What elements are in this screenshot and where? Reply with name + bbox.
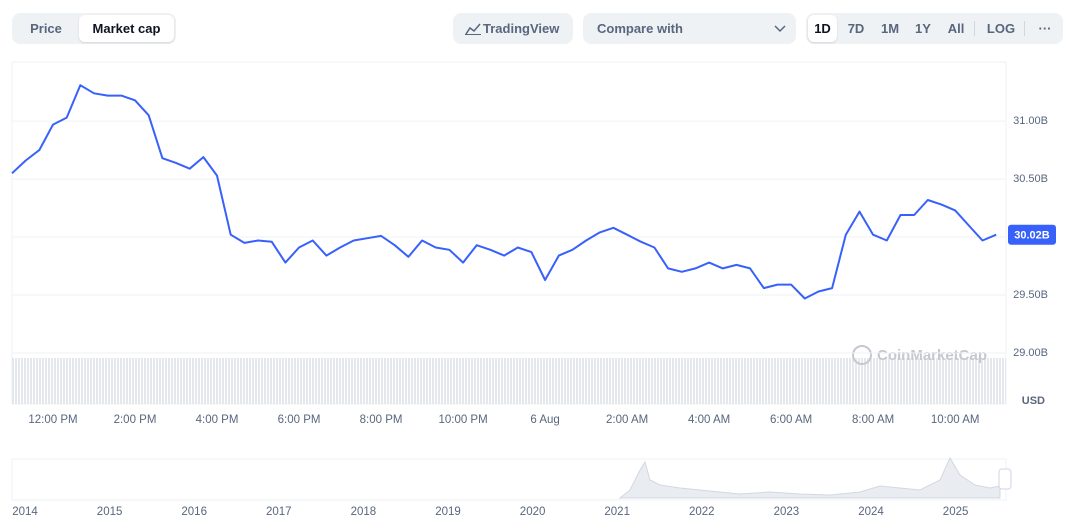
x-tick-label: 2:00 PM bbox=[114, 414, 157, 426]
range-button[interactable]: 7D bbox=[847, 21, 865, 36]
navigator-year: 2020 bbox=[520, 506, 546, 518]
y-tick-label: 29.50B bbox=[1013, 289, 1048, 301]
navigator-year: 2014 bbox=[12, 506, 38, 518]
y-tick-label: 30.00B bbox=[1013, 231, 1048, 243]
range-button[interactable]: 1D bbox=[808, 15, 837, 42]
navigator-year: 2017 bbox=[266, 506, 292, 518]
y-unit: USD bbox=[1022, 395, 1045, 407]
volume-bars bbox=[12, 358, 1006, 404]
navigator-year: 2023 bbox=[774, 506, 800, 518]
y-tick-label: 31.00B bbox=[1013, 115, 1048, 127]
range-group: 1D 7D 1M 1Y All LOG ··· bbox=[806, 13, 1063, 44]
range-button[interactable]: 1M bbox=[880, 21, 900, 36]
range-button[interactable]: 1Y bbox=[915, 21, 931, 36]
button-label: TradingView bbox=[483, 21, 560, 36]
range-button[interactable]: All bbox=[947, 21, 965, 36]
navigator-year: 2024 bbox=[858, 506, 884, 518]
navigator-year: 2021 bbox=[604, 506, 630, 518]
x-tick-label: 6:00 PM bbox=[278, 414, 321, 426]
x-tick-label: 10:00 PM bbox=[438, 414, 487, 426]
x-tick-label: 12:00 PM bbox=[28, 414, 77, 426]
tab[interactable]: Market cap bbox=[79, 15, 174, 42]
x-tick-label: 4:00 AM bbox=[688, 414, 730, 426]
y-tick-label: 30.50B bbox=[1013, 173, 1048, 185]
watermark-text: CoinMarketCap bbox=[877, 347, 987, 364]
x-tick-label: 2:00 AM bbox=[606, 414, 648, 426]
tv-icon bbox=[465, 23, 481, 35]
tab[interactable]: Price bbox=[30, 21, 62, 36]
x-tick-label: 4:00 PM bbox=[196, 414, 239, 426]
x-tick-label: 6 Aug bbox=[530, 414, 559, 426]
navigator-area bbox=[618, 456, 1001, 499]
navigator-year: 2018 bbox=[351, 506, 377, 518]
tab-group: Price Market cap bbox=[12, 13, 176, 44]
navigator-year: 2025 bbox=[943, 506, 969, 518]
last-value-label: 30.02B bbox=[1014, 230, 1050, 242]
x-tick-label: 6:00 AM bbox=[770, 414, 812, 426]
navigator-year: 2022 bbox=[689, 506, 715, 518]
navigator-frame bbox=[11, 458, 1007, 501]
x-tick-label: 8:00 PM bbox=[360, 414, 403, 426]
more-button[interactable]: ··· bbox=[1038, 21, 1052, 36]
separator bbox=[974, 21, 975, 36]
watermark: CoinMarketCap bbox=[852, 345, 987, 365]
compare-select[interactable]: Compare with bbox=[583, 13, 796, 44]
tradingview-button[interactable]: TradingView bbox=[453, 13, 573, 44]
last-value-badge bbox=[1008, 224, 1056, 245]
log-button[interactable]: LOG bbox=[986, 21, 1016, 36]
separator bbox=[1024, 21, 1025, 36]
navigator-year: 2019 bbox=[435, 506, 461, 518]
navigator-year: 2016 bbox=[181, 506, 207, 518]
x-tick-label: 8:00 AM bbox=[852, 414, 894, 426]
x-tick-label: 10:00 AM bbox=[931, 414, 980, 426]
navigator-year: 2015 bbox=[97, 506, 123, 518]
price-line bbox=[11, 84, 997, 300]
y-tick-label: 29.00B bbox=[1013, 347, 1048, 359]
navigator-handle[interactable] bbox=[998, 468, 1012, 490]
chevron bbox=[774, 25, 786, 33]
plot-frame bbox=[11, 61, 1007, 405]
select-label: Compare with bbox=[597, 21, 683, 36]
